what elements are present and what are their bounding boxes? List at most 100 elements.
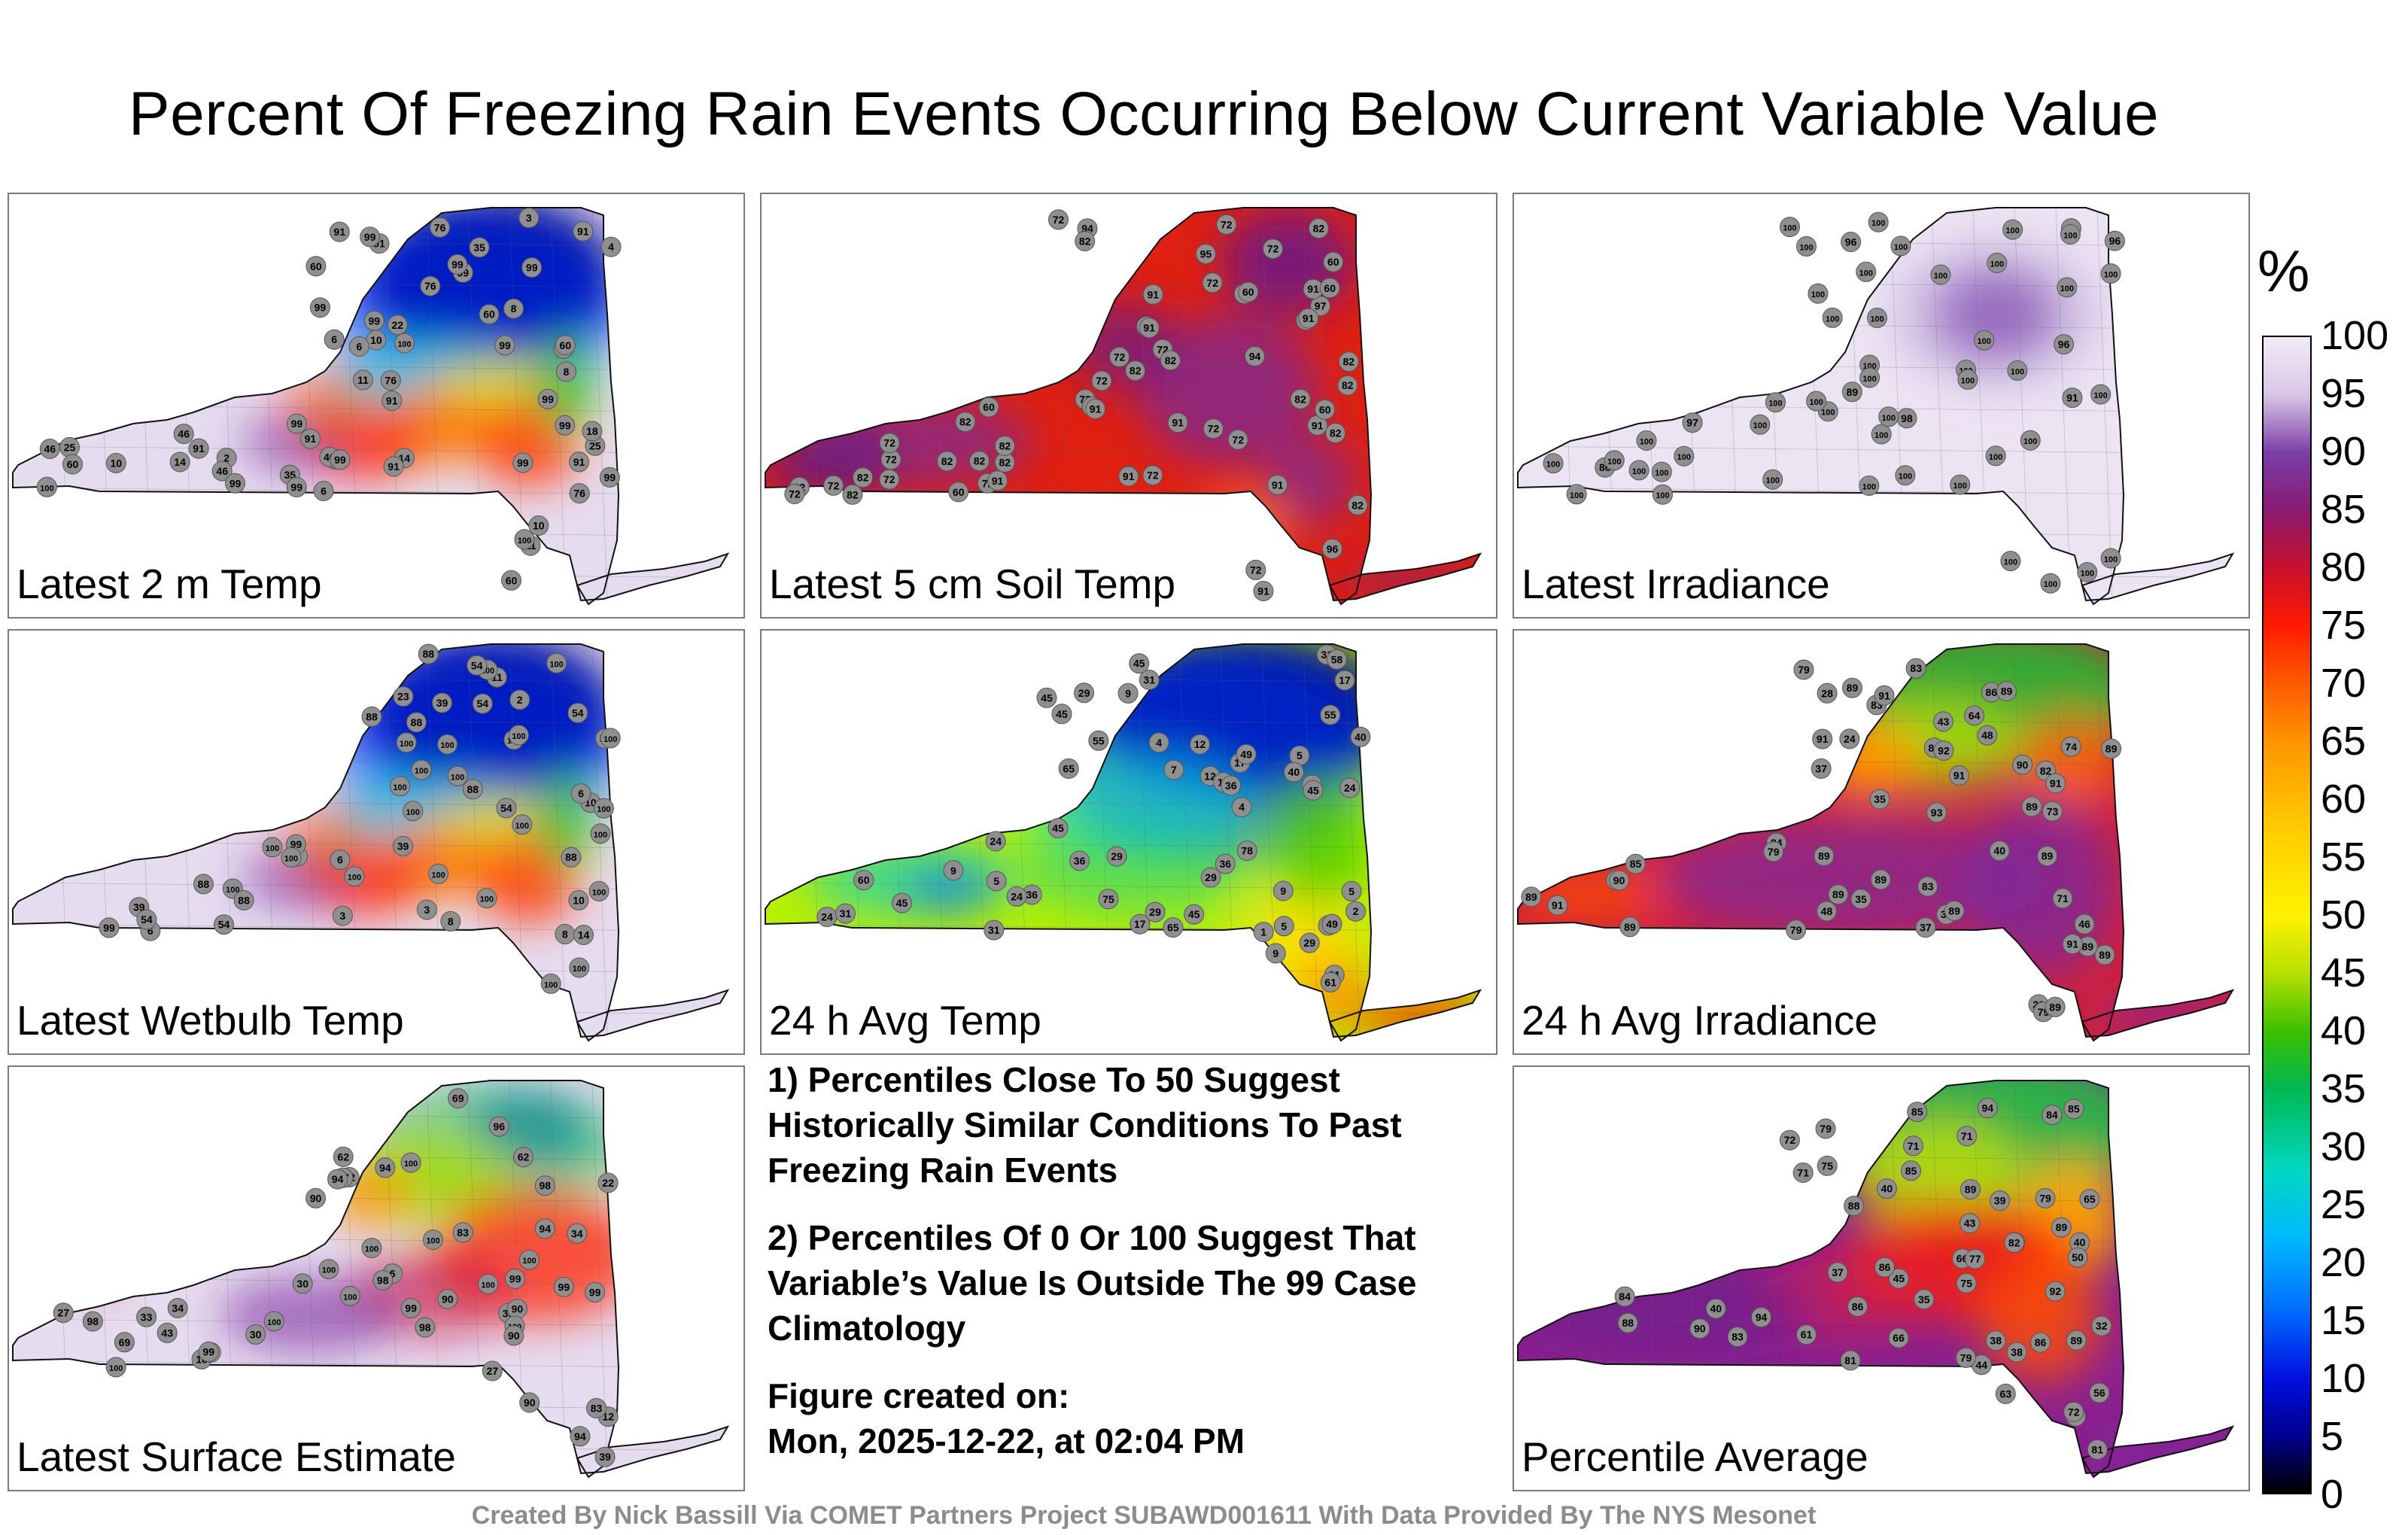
- station-value: 82: [959, 416, 971, 428]
- station-marker: 37: [1827, 1262, 1848, 1283]
- station-value: 4: [608, 241, 614, 253]
- map-color-field: [13, 644, 728, 1041]
- station-value: 58: [1331, 653, 1343, 665]
- station-marker: 6: [330, 850, 351, 871]
- station-marker: 78: [1236, 840, 1257, 862]
- station-value: 72: [1096, 375, 1108, 387]
- station-marker: 96: [2104, 230, 2125, 251]
- station-value: 61: [1324, 976, 1336, 988]
- station-marker: 81: [2087, 1439, 2108, 1460]
- station-value: 31: [840, 907, 852, 919]
- state-outline: [576, 989, 730, 1038]
- station-value: 60: [858, 874, 870, 886]
- station-value: 34: [571, 1227, 583, 1239]
- station-value: 100: [1546, 460, 1560, 470]
- station-value: 45: [1056, 708, 1068, 720]
- station-value: 37: [1815, 762, 1827, 774]
- station-value: 100: [1783, 224, 1796, 233]
- station-value: 90: [508, 1330, 520, 1342]
- station-marker: 100: [2077, 562, 2098, 582]
- station-marker: 99: [537, 388, 558, 409]
- station-value: 85: [1630, 858, 1642, 870]
- station-marker: 91: [1167, 412, 1188, 433]
- station-marker: 91: [1267, 474, 1288, 495]
- station-marker: 99: [494, 335, 515, 356]
- colorbar: [2262, 336, 2312, 1494]
- note-1: 1) Percentiles Close To 50 Suggest Histo…: [768, 1060, 1402, 1190]
- station-value: 82: [999, 440, 1011, 452]
- station-value: 100: [2104, 271, 2118, 280]
- station-value: 93: [1931, 807, 1943, 819]
- station-marker: 54: [472, 693, 493, 714]
- station-value: 100: [109, 1364, 123, 1373]
- station-marker: 46: [39, 439, 60, 459]
- station-value: 98: [419, 1321, 431, 1333]
- station-marker: 82: [969, 451, 990, 472]
- panel-latest-5cm-soil-temp: 82 72 82 91 72 91 82 72 91 82 97 72 91 91 82 96 72 82 72 91…: [760, 193, 1497, 619]
- map-color-field: [1518, 1081, 2233, 1477]
- station-value: 44: [1976, 1359, 1988, 1371]
- station-value: 40: [1710, 1302, 1722, 1315]
- station-value: 100: [518, 536, 531, 546]
- station-value: 100: [480, 895, 494, 904]
- station-marker: 24: [1839, 728, 1860, 749]
- station-value: 91: [1953, 770, 1966, 782]
- station-value: 100: [515, 822, 529, 831]
- station-marker: 91: [569, 451, 589, 473]
- station-marker: 99: [286, 413, 307, 434]
- station-value: 92: [2050, 1285, 2062, 1297]
- station-value: 100: [604, 735, 617, 744]
- station-value: 84: [1619, 1290, 1631, 1302]
- station-marker: 86: [2030, 1332, 2051, 1353]
- station-marker: 98: [1896, 408, 1917, 429]
- station-marker: 88: [233, 890, 254, 910]
- station-value: 60: [1242, 286, 1254, 298]
- state-outline: [12, 643, 620, 1042]
- colorbar-tick-label: 70: [2321, 661, 2367, 706]
- panel-label: Latest Surface Estimate: [17, 1433, 456, 1480]
- station-marker: 91: [2045, 773, 2066, 794]
- station-marker: 89: [1996, 681, 2017, 702]
- station-marker: 95: [1195, 244, 1216, 264]
- station-marker: 99: [521, 257, 543, 278]
- station-value: 29: [1149, 906, 1161, 918]
- station-marker: 29: [1106, 846, 1127, 867]
- station-value: 99: [291, 418, 303, 430]
- station-value: 100: [343, 1293, 357, 1302]
- station-marker: 55: [1088, 730, 1109, 751]
- station-marker: 39: [432, 692, 452, 713]
- station-marker: 69: [448, 1088, 469, 1109]
- station-marker: 46: [2074, 913, 2095, 935]
- station-marker: 43: [1960, 1213, 1980, 1234]
- station-value: 28: [1821, 687, 1833, 699]
- station-marker: 17: [1334, 670, 1355, 691]
- station-marker: 100: [1895, 465, 1916, 486]
- station-marker: 83: [1917, 876, 1938, 897]
- station-value: 100: [1826, 315, 1839, 324]
- station-value: 46: [2078, 918, 2090, 930]
- station-marker: 36: [1221, 775, 1242, 796]
- station-marker: 54: [214, 914, 234, 935]
- station-marker: 100: [1780, 217, 1800, 238]
- station-marker: 91: [1253, 581, 1274, 601]
- station-value: 94: [574, 1430, 586, 1442]
- state-outline: [2081, 1425, 2235, 1475]
- station-marker: 96: [2054, 334, 2075, 355]
- station-marker: 100: [262, 837, 283, 858]
- station-value: 99: [369, 315, 381, 327]
- station-marker: 100: [2020, 430, 2041, 451]
- station-value: 100: [404, 1160, 418, 1169]
- station-marker: 28: [1817, 682, 1838, 704]
- state-outline: [12, 207, 620, 606]
- station-marker: 100: [1878, 406, 1899, 427]
- station-marker: 60: [978, 397, 999, 418]
- station-marker: 82: [994, 451, 1015, 473]
- station-value: 40: [1881, 1183, 1893, 1195]
- station-marker: 72: [1216, 214, 1237, 235]
- colorbar-tick-label: 40: [2321, 1008, 2367, 1053]
- station-value: 88: [467, 783, 479, 795]
- station-value: 91: [2050, 777, 2062, 789]
- station-marker: 100: [478, 1273, 499, 1294]
- station-value: 86: [1879, 1261, 1891, 1273]
- station-value: 43: [1938, 716, 1950, 728]
